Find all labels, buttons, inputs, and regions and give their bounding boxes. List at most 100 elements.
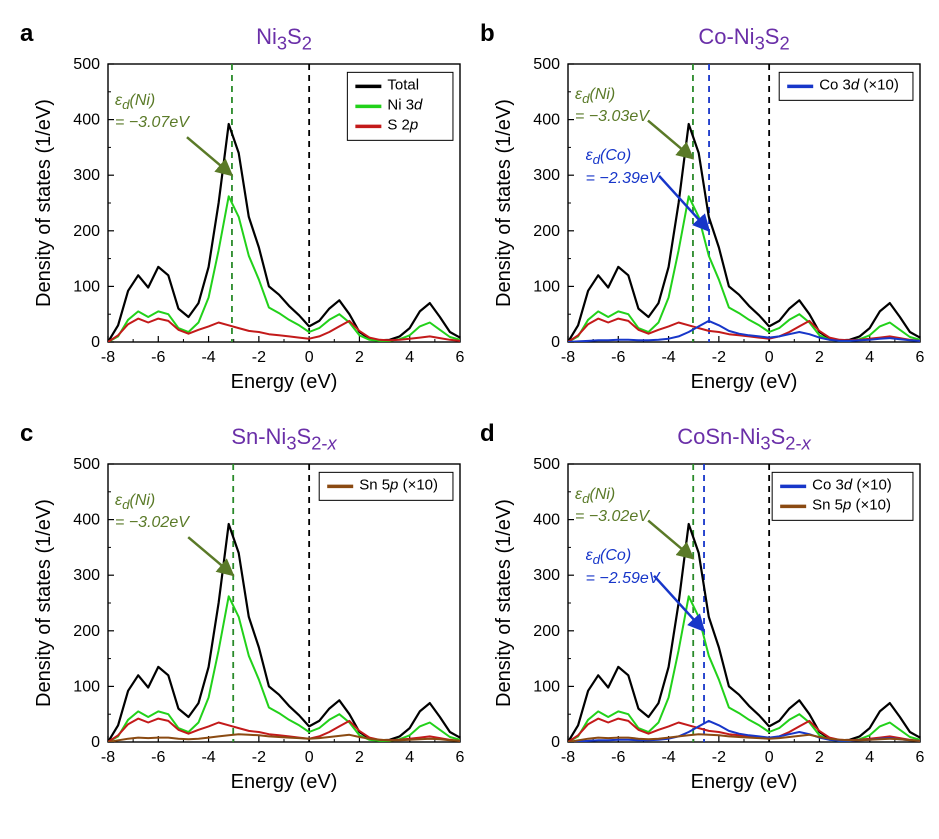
xtick-label: 2 [815,749,824,766]
legend: Co 3d (×10) Sn 5p (×10) [772,472,913,520]
xtick-label: -6 [611,749,625,766]
xtick-label: -2 [712,349,726,366]
panel-b: bCo-Ni3S2-8-6-4-202460100200300400500Ene… [480,20,939,420]
legend-label: Co 3d (×10) [819,76,899,93]
xtick-label: -8 [101,349,115,366]
xtick-label: 0 [305,749,314,766]
xtick-label: -8 [561,749,575,766]
annotation-line: εd(Ni) [115,92,255,114]
panel-title-b: Co-Ni3S2 [698,24,789,54]
ytick-label: 200 [533,223,560,240]
legend-label: S 2p [387,116,418,133]
ylabel: Density of states (1/eV) [33,499,55,707]
ytick-label: 100 [533,678,560,695]
panel-title-c: Sn-Ni3S2-x [231,424,336,454]
ytick-label: 300 [533,567,560,584]
ytick-label: 400 [73,512,100,529]
panel-letter-c: c [20,420,33,448]
legend-label: Co 3d (×10) [812,476,892,493]
xtick-label: -4 [661,749,675,766]
ytick-label: 500 [73,456,100,473]
annotation-line: = −2.39eV [586,170,726,188]
legend: Co 3d (×10) [779,72,913,100]
xtick-label: -8 [561,349,575,366]
ytick-label: 400 [533,112,560,129]
xtick-label: -2 [252,349,266,366]
xtick-label: 6 [916,349,925,366]
ylabel: Density of states (1/eV) [493,99,515,307]
xtick-label: -6 [151,749,165,766]
xtick-label: 0 [765,349,774,366]
annotation-line: εd(Ni) [575,486,715,508]
xtick-label: -4 [201,349,215,366]
legend-label: Sn 5p (×10) [812,496,891,513]
xlabel: Energy (eV) [691,771,798,793]
annotation: εd(Ni)= −3.02eV [575,486,715,530]
xtick-label: 4 [865,349,874,366]
plot-b: -8-6-4-202460100200300400500Energy (eV)D… [488,54,939,412]
panel-a: aNi3S2-8-6-4-202460100200300400500Energy… [20,20,480,420]
legend-label: Ni 3d [387,96,422,113]
panel-letter-d: d [480,420,495,448]
ytick-label: 400 [533,512,560,529]
xlabel: Energy (eV) [691,371,798,393]
annotation-line: = −3.03eV [575,108,715,126]
legend: Total Ni 3d S 2p [347,72,453,140]
annotation: εd(Ni)= −3.07eV [115,92,255,136]
xtick-label: 6 [456,349,465,366]
ylabel: Density of states (1/eV) [493,499,515,707]
legend: Sn 5p (×10) [319,472,453,500]
annotation-line: = −3.02eV [575,508,715,526]
ytick-label: 300 [73,167,100,184]
ytick-label: 200 [73,623,100,640]
ytick-label: 500 [533,56,560,73]
xtick-label: -4 [201,749,215,766]
xtick-label: -6 [151,349,165,366]
xlabel: Energy (eV) [231,771,338,793]
xtick-label: -8 [101,749,115,766]
plot-a: -8-6-4-202460100200300400500Energy (eV)D… [28,54,500,412]
legend-label: Sn 5p (×10) [359,476,438,493]
panel-letter-b: b [480,20,495,48]
xtick-label: 2 [355,349,364,366]
xtick-label: -4 [661,349,675,366]
panel-c: cSn-Ni3S2-x-8-6-4-202460100200300400500E… [20,420,480,820]
annotation: εd(Ni)= −3.02eV [115,492,255,536]
plot-d: -8-6-4-202460100200300400500Energy (eV)D… [488,454,939,812]
panel-d: dCoSn-Ni3S2-x-8-6-4-20246010020030040050… [480,420,939,820]
ytick-label: 200 [533,623,560,640]
annotation-line: = −3.02eV [115,514,255,532]
panel-title-d: CoSn-Ni3S2-x [677,424,811,454]
xtick-label: 0 [765,749,774,766]
xtick-label: 6 [916,749,925,766]
ytick-label: 400 [73,112,100,129]
annotation-line: εd(Ni) [115,492,255,514]
ytick-label: 0 [91,334,100,351]
annotation: εd(Ni)= −3.03eV [575,86,715,130]
figure-root: aNi3S2-8-6-4-202460100200300400500Energy… [0,0,939,839]
xtick-label: -2 [252,749,266,766]
xtick-label: 2 [355,749,364,766]
ytick-label: 300 [73,567,100,584]
xlabel: Energy (eV) [231,371,338,393]
ylabel: Density of states (1/eV) [33,99,55,307]
xtick-label: -6 [611,349,625,366]
series-total [108,524,460,742]
xtick-label: 6 [456,749,465,766]
ytick-label: 100 [73,678,100,695]
ytick-label: 0 [551,334,560,351]
ytick-label: 100 [73,278,100,295]
ytick-label: 200 [73,223,100,240]
annotation-line: εd(Co) [586,147,726,169]
ytick-label: 300 [533,167,560,184]
annotation-line: εd(Co) [586,547,726,569]
xtick-label: 4 [405,749,414,766]
panel-title-a: Ni3S2 [256,24,312,54]
xtick-label: -2 [712,749,726,766]
ytick-label: 500 [73,56,100,73]
annotation: εd(Co)= −2.39eV [586,147,726,191]
ytick-label: 500 [533,456,560,473]
legend-label: Total [387,76,419,93]
xtick-label: 2 [815,349,824,366]
xtick-label: 4 [865,749,874,766]
